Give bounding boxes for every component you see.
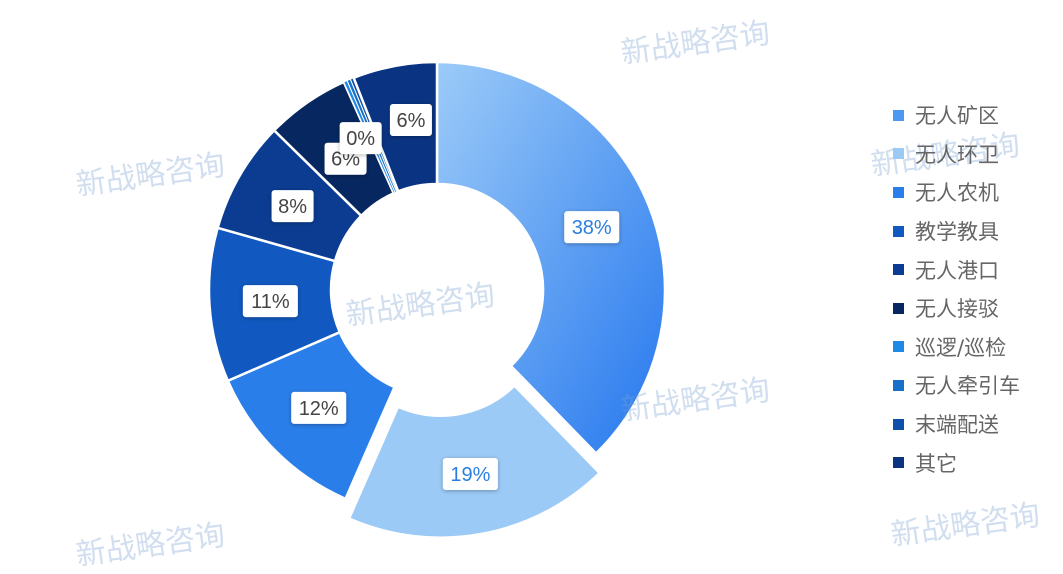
data-label: 12% — [291, 391, 347, 424]
data-label: 19% — [442, 457, 498, 490]
data-label-text: 6% — [331, 149, 360, 171]
legend-label: 其它 — [915, 451, 957, 476]
data-label: 11% — [242, 285, 298, 318]
legend: 无人矿区无人环卫无人农机教学教具无人港口无人接驳巡逻/巡检无人牵引车末端配送其它 — [893, 96, 1020, 482]
legend-label: 无人港口 — [915, 258, 999, 283]
legend-label: 无人矿区 — [915, 104, 999, 129]
data-label-text: 6% — [396, 110, 425, 132]
legend-label: 末端配送 — [915, 413, 999, 438]
legend-label: 无人农机 — [915, 181, 999, 206]
legend-item[interactable]: 巡逻/巡检 — [893, 328, 1020, 367]
legend-item[interactable]: 末端配送 — [893, 405, 1020, 444]
data-label-box — [564, 211, 620, 244]
data-label: 6% — [389, 103, 432, 136]
data-label-box — [442, 457, 498, 490]
data-label-text: 11% — [251, 291, 290, 313]
legend-swatch — [893, 225, 904, 237]
legend-swatch — [893, 302, 904, 314]
slice-无人矿区[interactable] — [435, 60, 667, 456]
legend-label: 无人环卫 — [915, 142, 999, 167]
legend-swatch — [893, 186, 904, 198]
legend-label: 巡逻/巡检 — [915, 335, 1007, 360]
data-label: 38% — [564, 211, 620, 244]
legend-label: 无人牵引车 — [915, 374, 1020, 399]
data-label-box — [271, 190, 314, 223]
data-label-box — [339, 122, 382, 155]
data-label-text: 19% — [450, 464, 490, 486]
data-label-box — [389, 103, 432, 136]
legend-item[interactable]: 无人矿区 — [893, 96, 1020, 135]
legend-item[interactable]: 教学教具 — [893, 212, 1020, 251]
legend-swatch — [893, 457, 904, 469]
legend-item[interactable]: 无人港口 — [893, 250, 1020, 289]
legend-label: 无人接驳 — [915, 297, 999, 322]
data-label-text: 8% — [278, 196, 307, 218]
data-label: 0% — [339, 122, 382, 155]
legend-swatch — [893, 264, 904, 276]
legend-swatch — [893, 341, 904, 353]
data-label-text: 12% — [299, 398, 339, 420]
data-label-box — [242, 285, 298, 318]
data-label-text: 0% — [346, 128, 375, 150]
legend-swatch — [893, 379, 904, 391]
data-label-text: 38% — [572, 217, 612, 239]
data-label: 8% — [271, 190, 314, 223]
legend-item[interactable]: 无人牵引车 — [893, 366, 1020, 405]
legend-swatch — [893, 418, 904, 430]
legend-item[interactable]: 无人农机 — [893, 173, 1020, 212]
legend-swatch — [893, 109, 904, 121]
legend-label: 教学教具 — [915, 220, 999, 245]
legend-item[interactable]: 无人环卫 — [893, 135, 1020, 174]
legend-item[interactable]: 无人接驳 — [893, 289, 1020, 328]
legend-item[interactable]: 其它 — [893, 443, 1020, 482]
legend-swatch — [893, 148, 904, 160]
data-label-box — [291, 391, 347, 424]
